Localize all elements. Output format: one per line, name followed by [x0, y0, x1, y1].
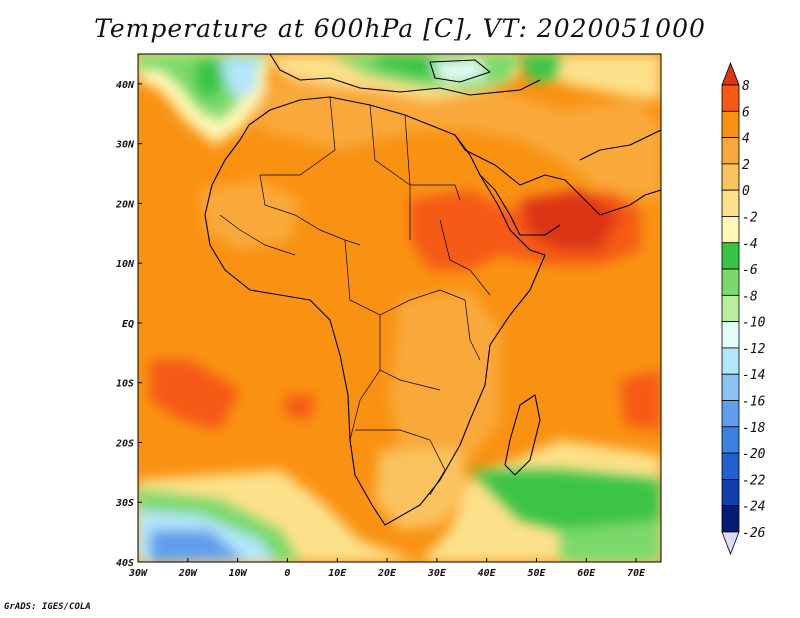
colorbar-label: -22 [742, 473, 766, 488]
lon-tick-label: 20E [377, 568, 397, 579]
coastlines [204, 54, 661, 526]
lon-tick-label: 50E [527, 568, 546, 579]
colorbar-box [721, 373, 740, 401]
colorbar-box [721, 110, 740, 138]
colorbar-label: -6 [742, 263, 758, 278]
lat-tick-label: 10N [116, 259, 135, 270]
lon-tick-label: 30E [427, 568, 447, 579]
colorbar-arrow-top [721, 61, 740, 86]
colorbar-box [721, 505, 740, 533]
colorbar-box [721, 400, 740, 428]
colorbar-label: -26 [742, 526, 766, 541]
lat-tick-label: 20N [115, 199, 135, 210]
map-title: Temperature at 600hPa [C], VT: 202005100… [94, 14, 706, 43]
lat-tick-label: 10S [116, 379, 134, 390]
lon-tick-label: 10W [229, 568, 248, 579]
colorbar-box [721, 189, 740, 217]
colorbar-label: -2 [742, 210, 758, 225]
latitude-labels: 40N 30N 20N 10N EQ 10S 20S 30S 40S [115, 80, 135, 569]
colorbar-box [721, 452, 740, 480]
colorbar-box [721, 294, 740, 323]
colorbar-box [721, 163, 740, 191]
colorbar-label: 0 [742, 184, 750, 199]
lon-tick-label: 60E [577, 568, 596, 579]
colorbar-label: 4 [742, 132, 750, 147]
colorbar-box [721, 137, 740, 165]
colorbar-box [721, 242, 740, 270]
lon-tick-label: 20W [178, 568, 198, 579]
lat-tick-label: 40S [116, 558, 134, 569]
lat-tick-label: EQ [122, 319, 134, 330]
lat-tick-label: 20S [115, 438, 134, 449]
colorbar-box [721, 426, 740, 454]
lon-tick-label: 70E [627, 568, 646, 579]
colorbar-box [721, 347, 740, 375]
colorbar-label: -18 [742, 421, 766, 436]
colorbar [721, 61, 740, 556]
country-borders [219, 96, 491, 496]
axis-ticks [137, 83, 637, 563]
grads-credit: GrADS: IGES/COLA [4, 602, 91, 612]
map-frame [137, 53, 662, 563]
colorbar-box [721, 321, 740, 349]
colorbar-label: -10 [742, 316, 766, 331]
lon-tick-label: 30W [128, 568, 148, 579]
lat-tick-label: 40N [116, 80, 135, 91]
colorbar-label: -12 [742, 342, 766, 357]
colorbar-box [721, 216, 740, 244]
lon-tick-label: 40E [478, 568, 497, 579]
colorbar-label: -14 [742, 368, 765, 383]
colorbar-arrow-bottom [721, 531, 740, 556]
colorbar-label: -8 [742, 289, 758, 304]
lon-tick-label: 0 [284, 568, 290, 579]
colorbar-label: 8 [742, 79, 750, 94]
lat-tick-label: 30S [115, 498, 134, 509]
colorbar-box [721, 84, 740, 112]
colorbar-label: -24 [742, 500, 765, 515]
colorbar-label: 6 [742, 105, 750, 120]
colorbar-box [721, 479, 740, 507]
lon-tick-label: 10E [328, 568, 347, 579]
longitude-labels: 30W 20W 10W 0 10E 20E 30E 40E 50E 60E 70E [128, 568, 646, 579]
lat-tick-label: 30N [115, 140, 135, 151]
colorbar-label: -20 [742, 447, 766, 462]
colorbar-labels: 8 6 4 2 0 -2 -4 -6 -8 -10 -12 -14 -16 -18 -20 -22 -24 -26 [742, 79, 766, 541]
temperature-field [138, 54, 661, 562]
colorbar-box [721, 268, 740, 296]
colorbar-label: -4 [742, 237, 758, 252]
colorbar-label: 2 [742, 158, 750, 173]
colorbar-label: -16 [742, 395, 766, 410]
